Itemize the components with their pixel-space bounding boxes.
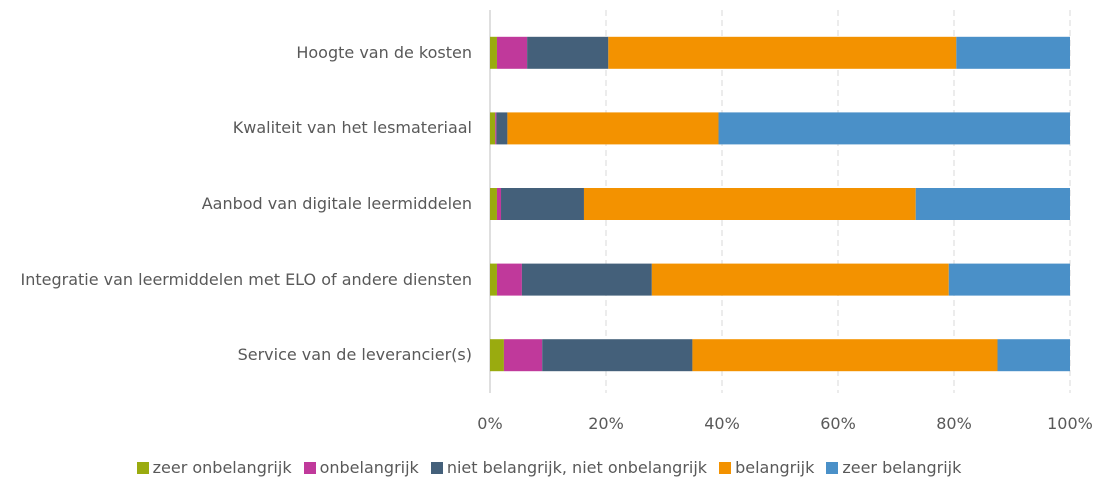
legend-swatch [826,461,839,474]
legend-swatch [430,461,443,474]
bar-segment [583,188,916,220]
bar-segment [507,112,719,145]
bar-segment [956,36,1070,69]
bar-segment [495,112,497,145]
bar-segment [651,263,949,296]
x-tick-label: 100% [1047,414,1093,433]
y-tick-label: Integratie van leermiddelen met ELO of a… [20,269,472,289]
x-tick-label: 40% [704,414,740,433]
bar-segment [501,188,584,220]
y-tick-label: Service van de leverancier(s) [237,345,472,365]
legend-label: zeer onbelangrijk [152,458,292,477]
legend-swatch [719,461,732,474]
bar-segment [503,339,543,372]
category-label-box: Kwaliteit van het lesmateriaal [6,98,472,158]
legend-item: belangrijk [719,458,814,477]
legend-swatch [303,461,316,474]
bar-segment [496,36,528,69]
legend-label: belangrijk [735,458,815,477]
bar-segment [608,36,957,69]
bar-segment [496,188,502,220]
legend: zeer onbelangrijk onbelangrijk niet belang… [0,458,1098,477]
bar-segment [997,339,1070,372]
x-tick-label: 60% [820,414,856,433]
legend-label: onbelangrijk [319,458,419,477]
bar-segment [496,112,508,145]
bar-segment [490,188,497,220]
legend-label: niet belangrijk, niet onbelangrijk [446,458,708,477]
legend-swatch [136,461,149,474]
category-label-box: Aanbod van digitale leermiddelen [6,174,472,234]
bar-segment [718,112,1070,145]
category-label-box: Service van de leverancier(s) [6,325,472,385]
category-label-box: Hoogte van de kosten [6,23,472,83]
legend-label: zeer belangrijk [842,458,962,477]
legend-item: zeer belangrijk [826,458,961,477]
bar-segment [915,188,1070,220]
y-tick-label: Kwaliteit van het lesmateriaal [232,118,472,138]
category-label-box: Integratie van leermiddelen met ELO of a… [6,250,472,310]
bar-segment [542,339,693,372]
bar-segment [490,36,497,69]
x-tick-label: 80% [936,414,972,433]
bar-segment [490,263,497,296]
bar-segment [496,263,522,296]
legend-item: zeer onbelangrijk [136,458,292,477]
y-tick-label: Hoogte van de kosten [296,42,472,62]
legend-item: onbelangrijk [303,458,419,477]
bar-segment [490,112,496,145]
bar-segment [527,36,609,69]
y-tick-label: Aanbod van digitale leermiddelen [201,194,472,213]
bar-segment [490,339,504,372]
bar-segment [948,263,1070,296]
bar-segment [692,339,998,372]
x-tick-label: 20% [588,414,624,433]
bar-segment [521,263,652,296]
legend-item: niet belangrijk, niet onbelangrijk [430,458,708,477]
x-tick-label: 0% [477,414,503,433]
